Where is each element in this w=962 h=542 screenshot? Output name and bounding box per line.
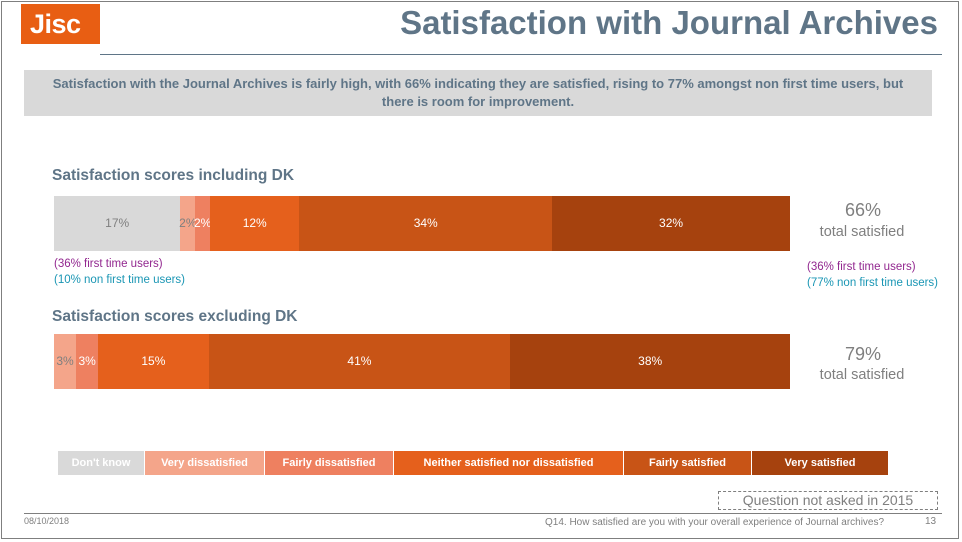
legend-item-don-t-know: Don't know: [58, 451, 145, 475]
chart1-label-very-satisfied: 32%: [659, 216, 684, 230]
chart2-bar-neither-satisfied-nor-dissatisfied: [98, 334, 209, 389]
chart2-bar-fairly-satisfied: [208, 334, 511, 389]
page-title: Satisfaction with Journal Archives: [400, 4, 938, 41]
legend-item-neither-satisfied-nor-dissatisfied: Neither satisfied nor dissatisfied: [394, 451, 624, 475]
chart1-total-label: total satisfied: [819, 224, 905, 240]
chart2-label-fairly-dissatisfied: 3%: [78, 354, 96, 368]
chart2-label-very-dissatisfied: 3%: [56, 354, 74, 368]
chart1-label-fairly-satisfied: 34%: [413, 216, 438, 230]
footer-question: Q14. How satisfied are you with your ove…: [545, 517, 885, 528]
footer-divider: [24, 513, 942, 514]
legend-item-fairly-dissatisfied: Fairly dissatisfied: [265, 451, 394, 475]
chart2-total-value: 79%: [844, 344, 882, 364]
chart2-label-very-satisfied: 38%: [638, 354, 663, 368]
title-divider: [100, 54, 942, 55]
page-number: 13: [925, 516, 937, 527]
chart1-bar-fairly-satisfied: [299, 196, 553, 251]
chart1-right-note-nonfirst: (77% non first time users): [807, 277, 939, 289]
chart1-title: Satisfaction scores including DK: [52, 167, 295, 184]
chart1-total-value: 66%: [844, 200, 882, 220]
legend-item-fairly-satisfied: Fairly satisfied: [624, 451, 752, 475]
chart1-bar-fairly-dissatisfied: [195, 196, 211, 251]
legend-item-very-dissatisfied: Very dissatisfied: [145, 451, 265, 475]
jisc-logo: Jisc: [21, 4, 100, 44]
chart2-bar-very-dissatisfied: [54, 334, 77, 389]
chart1-right-note-first: (36% first time users): [807, 261, 916, 273]
chart1-bar-very-satisfied: [552, 196, 790, 251]
chart1-label-don-t-know: 17%: [105, 216, 130, 230]
chart1-left-note-nonfirst: (10% non first time users): [54, 274, 186, 286]
chart1-label-fairly-dissatisfied: 2%: [194, 216, 212, 230]
legend-item-very-satisfied: Very satisfied: [752, 451, 889, 475]
chart2-total-label: total satisfied: [819, 367, 905, 383]
chart2-label-fairly-satisfied: 41%: [347, 354, 372, 368]
chart1-left-note-first: (36% first time users): [54, 258, 163, 270]
chart2-label-neither-satisfied-nor-dissatisfied: 15%: [141, 354, 166, 368]
chart1-bar-very-dissatisfied: [180, 196, 196, 251]
chart1-bar-don-t-know: [54, 196, 181, 251]
chart1-label-neither-satisfied-nor-dissatisfied: 12%: [242, 216, 267, 230]
chart2-bar: 3% 3% 15% 41% 38%: [54, 334, 790, 389]
chart2-title: Satisfaction scores excluding DK: [52, 308, 298, 325]
summary-text: Satisfaction with the Journal Archives i…: [52, 76, 904, 109]
chart1-bar-neither-satisfied-nor-dissatisfied: [210, 196, 300, 251]
summary-box: Satisfaction with the Journal Archives i…: [24, 70, 932, 116]
chart-legend: Don't know Very dissatisfied Fairly dissat…: [58, 451, 889, 475]
chart1-bar: 17% 2% 2% 12% 34% 32%: [54, 196, 790, 251]
chart2-bar-very-satisfied: [510, 334, 790, 389]
footer-date: 08/10/2018: [24, 516, 70, 526]
question-not-asked-note: Question not asked in 2015: [718, 491, 938, 510]
chart1-label-very-dissatisfied: 2%: [179, 216, 197, 230]
chart2-bar-fairly-dissatisfied: [76, 334, 99, 389]
